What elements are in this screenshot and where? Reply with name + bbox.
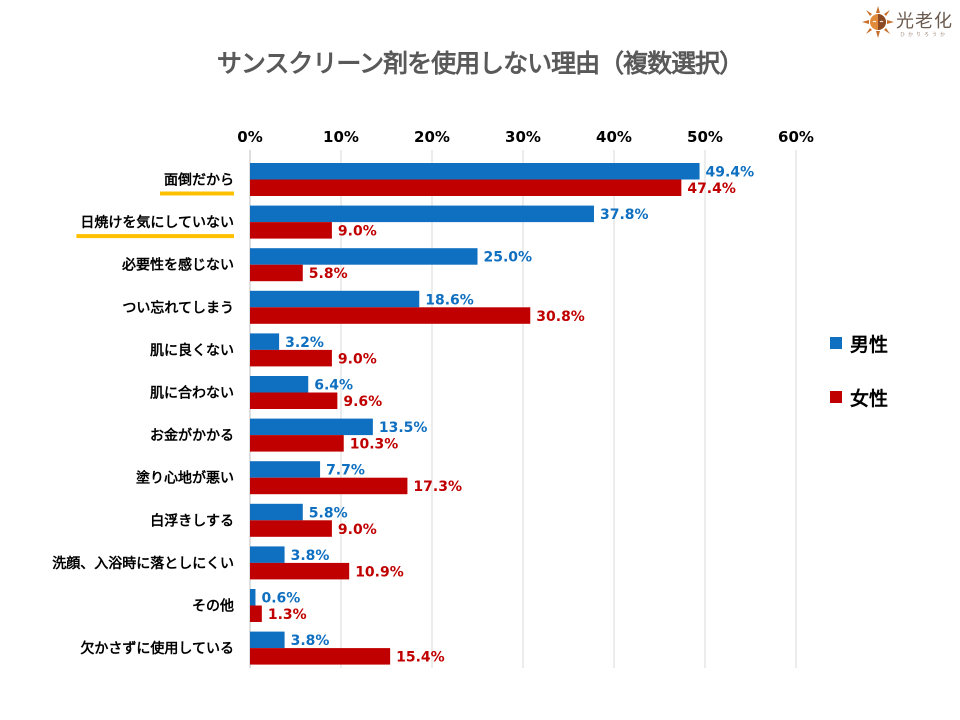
category-label: 日焼けを気にしていない: [80, 214, 234, 231]
data-label-female: 9.0%: [338, 224, 377, 240]
data-label-male: 37.8%: [600, 207, 649, 223]
bar-female: [250, 605, 262, 622]
bar-male: [250, 376, 309, 393]
bar-female: [250, 222, 332, 239]
bar-male: [250, 589, 256, 606]
data-label-female: 10.3%: [350, 437, 399, 453]
data-label-female: 5.8%: [309, 266, 348, 282]
bar-female: [250, 562, 350, 580]
highlight-underline: [160, 191, 234, 196]
bar-female: [250, 648, 391, 665]
category-label: 洗顔、入浴時に落としにくい: [52, 555, 234, 572]
bar-male: [250, 418, 373, 436]
category-label: 白浮きしする: [150, 512, 234, 529]
legend-item-male: 男性: [830, 330, 888, 357]
category-label: 面倒だから: [164, 172, 234, 189]
logo-text: 光老化: [896, 11, 953, 32]
bar-male: [250, 503, 303, 521]
bar-male: [250, 333, 280, 350]
x-tick-label: 40%: [596, 128, 632, 146]
category-label: 塗り心地が悪い: [136, 470, 234, 487]
data-label-male: 3.8%: [291, 633, 330, 649]
highlight-underline: [76, 234, 234, 239]
category-label: その他: [192, 598, 234, 615]
bar-female: [250, 477, 408, 495]
x-tick-label: 0%: [237, 128, 262, 146]
data-label-male: 49.4%: [706, 165, 755, 181]
sun-face-icon: [862, 6, 894, 38]
data-label-female: 30.8%: [536, 309, 585, 325]
bar-male: [250, 461, 321, 478]
data-label-male: 18.6%: [425, 292, 474, 308]
category-label: 欠かさずに使用している: [80, 640, 234, 657]
x-tick-label: 50%: [687, 128, 723, 146]
data-label-male: 3.2%: [285, 335, 324, 351]
category-label: つい忘れてしまう: [122, 299, 234, 316]
x-tick-label: 20%: [414, 128, 450, 146]
legend-label-female: 女性: [850, 388, 889, 410]
data-label-male: 5.8%: [309, 505, 348, 521]
data-label-female: 9.6%: [343, 394, 382, 410]
brand-logo: 光老化 ひかりろうか: [862, 4, 958, 40]
bar-female: [250, 392, 338, 409]
legend-swatch-female: [830, 391, 842, 403]
data-label-female: 9.0%: [338, 351, 377, 367]
bar-female: [250, 264, 303, 282]
data-label-male: 3.8%: [291, 548, 330, 564]
data-label-male: 7.7%: [326, 463, 365, 479]
data-label-female: 17.3%: [413, 479, 462, 495]
data-label-female: 1.3%: [268, 607, 307, 623]
bar-male: [250, 205, 594, 223]
data-label-male: 13.5%: [379, 420, 428, 436]
legend-item-female: 女性: [830, 384, 888, 411]
data-label-male: 25.0%: [484, 250, 533, 266]
category-label: 必要性を感じない: [121, 257, 234, 274]
data-label-female: 10.9%: [355, 564, 404, 580]
bar-male: [250, 546, 285, 563]
data-label-male: 6.4%: [314, 378, 353, 394]
bar-male: [250, 163, 700, 180]
bar-female: [250, 520, 332, 537]
bar-male: [250, 290, 420, 308]
bar-female: [250, 179, 682, 196]
data-label-male: 0.6%: [261, 591, 300, 607]
x-tick-label: 60%: [778, 128, 814, 146]
bar-female: [250, 435, 344, 452]
bar-male: [250, 248, 478, 265]
chart-title: サンスクリーン剤を使用しない理由（複数選択）: [216, 49, 744, 78]
x-tick-label: 10%: [323, 128, 359, 146]
bar-male: [250, 631, 285, 649]
logo-subtext: ひかりろうか: [900, 32, 949, 38]
legend-swatch-male: [830, 337, 842, 349]
legend-label-male: 男性: [850, 334, 889, 356]
bar-female: [250, 349, 332, 367]
data-label-female: 15.4%: [396, 650, 445, 666]
bar-female: [250, 307, 531, 324]
category-label: お金がかかる: [150, 427, 234, 444]
data-label-female: 47.4%: [687, 181, 736, 197]
x-tick-label: 30%: [505, 128, 541, 146]
category-label: 肌に良くない: [150, 342, 234, 359]
category-label: 肌に合わない: [150, 385, 234, 402]
data-label-female: 9.0%: [338, 522, 377, 538]
